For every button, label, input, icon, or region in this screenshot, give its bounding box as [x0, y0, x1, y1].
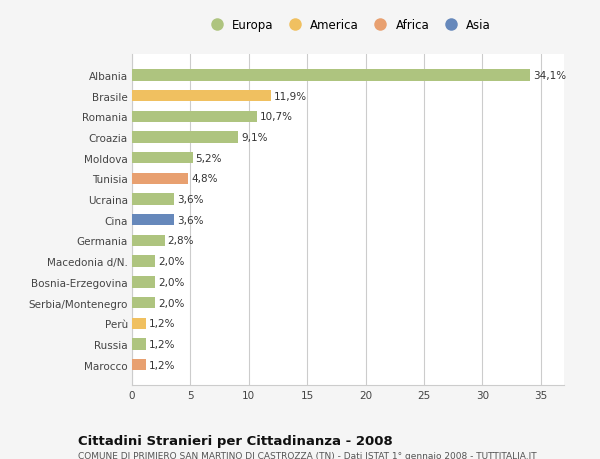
Text: 11,9%: 11,9% — [274, 91, 307, 101]
Text: COMUNE DI PRIMIERO SAN MARTINO DI CASTROZZA (TN) - Dati ISTAT 1° gennaio 2008 - : COMUNE DI PRIMIERO SAN MARTINO DI CASTRO… — [78, 451, 536, 459]
Bar — [132, 153, 193, 164]
Text: 2,8%: 2,8% — [167, 236, 194, 246]
Text: 1,2%: 1,2% — [149, 319, 175, 329]
Bar — [132, 132, 238, 143]
Bar — [132, 174, 188, 185]
Bar — [132, 318, 146, 329]
Text: 2,0%: 2,0% — [158, 298, 185, 308]
Text: 3,6%: 3,6% — [177, 195, 203, 205]
Bar — [132, 112, 257, 123]
Text: 34,1%: 34,1% — [533, 71, 566, 81]
Text: 3,6%: 3,6% — [177, 215, 203, 225]
Text: 4,8%: 4,8% — [191, 174, 217, 184]
Text: Cittadini Stranieri per Cittadinanza - 2008: Cittadini Stranieri per Cittadinanza - 2… — [78, 434, 393, 447]
Bar — [132, 194, 174, 205]
Bar — [132, 91, 271, 102]
Bar — [132, 359, 146, 370]
Text: 9,1%: 9,1% — [241, 133, 268, 143]
Text: 1,2%: 1,2% — [149, 360, 175, 370]
Bar — [132, 297, 155, 308]
Text: 2,0%: 2,0% — [158, 257, 185, 267]
Bar — [132, 70, 530, 81]
Text: 5,2%: 5,2% — [196, 153, 222, 163]
Text: 2,0%: 2,0% — [158, 277, 185, 287]
Bar — [132, 256, 155, 267]
Bar — [132, 215, 174, 226]
Text: 1,2%: 1,2% — [149, 339, 175, 349]
Bar — [132, 277, 155, 288]
Legend: Europa, America, Africa, Asia: Europa, America, Africa, Asia — [200, 15, 496, 37]
Text: 10,7%: 10,7% — [260, 112, 293, 122]
Bar — [132, 339, 146, 350]
Bar — [132, 235, 164, 246]
